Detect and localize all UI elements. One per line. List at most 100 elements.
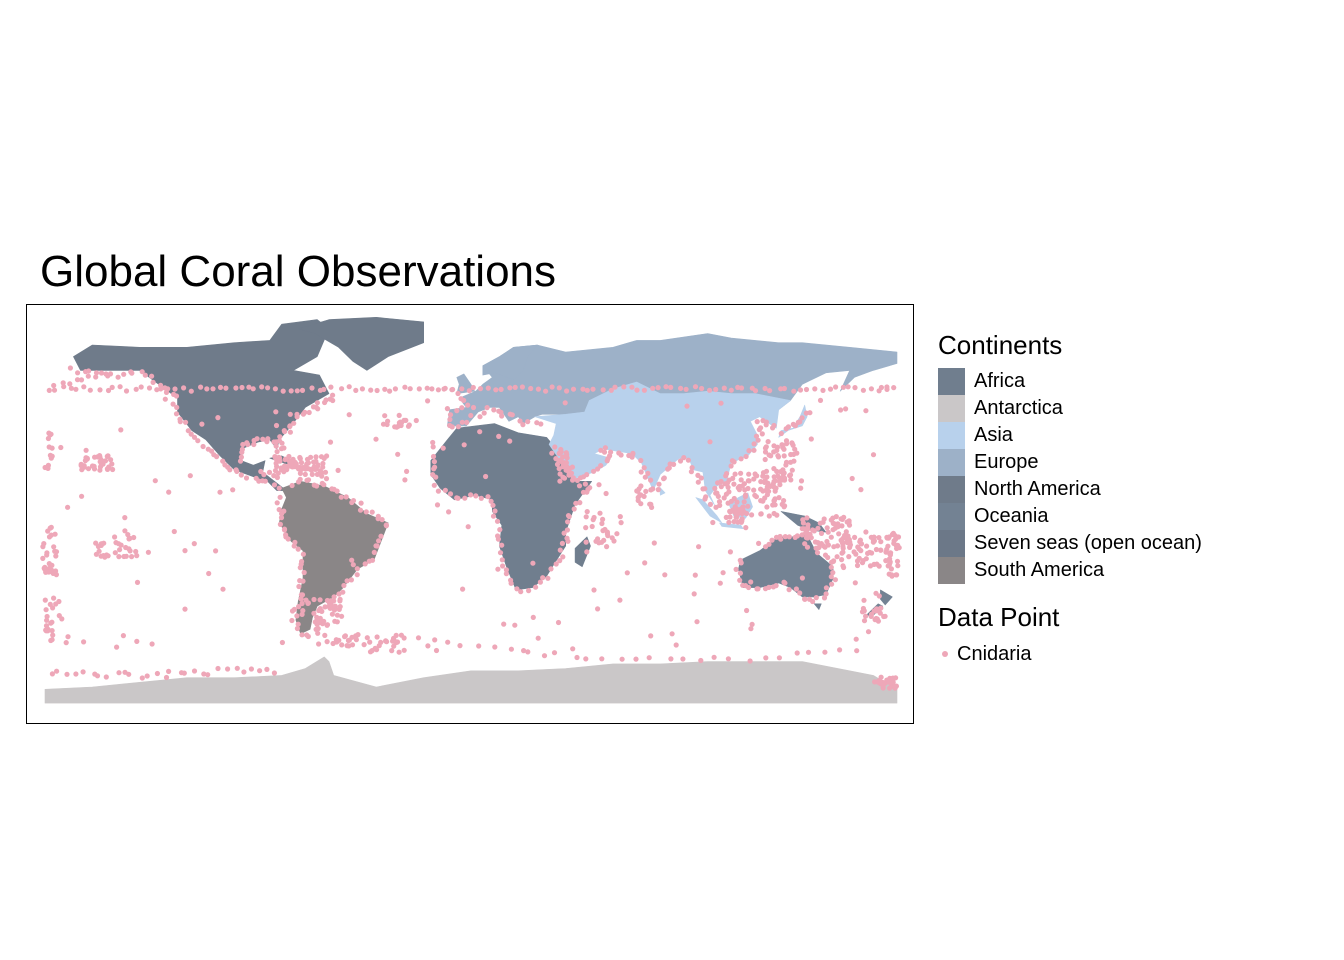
coral-observation-point [120, 633, 126, 639]
continents-legend: Africa Antarctica Asia Europe North America O… [938, 368, 1338, 584]
coral-observation-point [50, 632, 56, 638]
coral-observation-point [774, 512, 780, 518]
coral-observation-point [392, 386, 398, 392]
coral-observation-point [213, 548, 219, 554]
coral-observation-point [205, 672, 211, 678]
coral-observation-point [724, 471, 730, 477]
coral-observation-point [280, 468, 286, 474]
coral-observation-point [430, 444, 436, 450]
coral-observation-point [663, 384, 669, 390]
coral-observation-point [154, 670, 160, 677]
coral-observation-point [792, 534, 798, 540]
coral-observation-point [324, 639, 330, 645]
coral-observation-point [698, 657, 704, 664]
coral-observation-point [134, 553, 140, 559]
coral-observation-point [838, 407, 844, 413]
coral-observation-point [49, 671, 55, 677]
coral-observation-point [117, 384, 123, 390]
coral-observation-point [108, 457, 114, 463]
legend-swatch [938, 503, 965, 530]
coral-observation-point [858, 541, 865, 547]
coral-observation-point [820, 387, 826, 393]
coral-observation-point [692, 572, 698, 578]
coral-observation-point [435, 488, 441, 494]
coral-observation-point [808, 436, 814, 442]
coral-observation-point [849, 475, 855, 482]
coral-observation-point [98, 370, 105, 376]
coral-observation-point [346, 643, 352, 649]
coral-observation-point [315, 626, 321, 632]
coral-observation-point [245, 441, 251, 448]
coral-observation-point [890, 675, 896, 681]
coral-observation-point [782, 580, 788, 586]
coral-observation-point [798, 485, 804, 491]
coral-observation-point [215, 415, 221, 421]
coral-observation-point [98, 457, 104, 463]
coral-observation-point [473, 493, 479, 499]
coral-observation-point [305, 460, 311, 466]
coral-observation-point [773, 534, 780, 540]
coral-observation-point [655, 487, 661, 493]
coral-observation-point [520, 422, 526, 428]
coral-observation-point [797, 387, 804, 393]
coral-observation-point [634, 387, 640, 393]
coral-observation-point [822, 552, 829, 558]
coral-observation-point [462, 495, 468, 501]
coral-observation-point [273, 409, 279, 415]
coral-observation-point [743, 453, 749, 460]
coral-observation-point [691, 591, 697, 597]
coral-observation-point [430, 453, 437, 460]
coral-observation-point [707, 439, 713, 445]
coral-observation-point [846, 554, 852, 560]
coral-observation-point [353, 387, 359, 393]
coral-observation-point [291, 543, 297, 549]
coral-observation-point [220, 586, 226, 592]
coral-observation-point [321, 618, 327, 624]
coral-observation-point [152, 478, 158, 484]
coral-observation-point [289, 482, 295, 489]
coral-observation-point [277, 434, 283, 440]
coral-observation-point [295, 621, 301, 627]
coral-observation-point [394, 424, 400, 430]
coral-observation-point [375, 513, 381, 519]
legend-swatch [938, 395, 965, 422]
coral-observation-point [702, 496, 708, 502]
coral-observation-point [60, 380, 66, 386]
coral-observation-point [556, 466, 562, 472]
coral-observation-point [165, 386, 171, 392]
coral-observation-point [327, 439, 334, 445]
coral-observation-point [771, 484, 777, 490]
coral-observation-point [340, 589, 346, 595]
coral-observation-point [425, 398, 431, 404]
coral-observation-point [354, 572, 360, 578]
coral-observation-point [429, 386, 435, 392]
coral-observation-point [389, 648, 395, 654]
coral-observation-point [441, 386, 447, 392]
coral-observation-point [149, 373, 155, 379]
coral-observation-point [718, 484, 724, 490]
coral-observation-point [305, 600, 311, 606]
legend-label: Seven seas (open ocean) [974, 532, 1202, 554]
coral-observation-point [234, 468, 240, 474]
coral-observation-point [758, 511, 764, 517]
coral-observation-point [94, 673, 101, 679]
legend-swatch [938, 449, 965, 476]
coral-observation-point [619, 656, 625, 662]
coral-observation-point [833, 384, 839, 390]
coral-observation-point [225, 666, 231, 672]
coral-observation-point [48, 637, 54, 644]
coral-observation-point [282, 457, 288, 463]
coral-observation-point [74, 377, 81, 383]
coral-observation-point [133, 386, 139, 392]
coral-observation-point [274, 500, 280, 506]
coral-observation-point [582, 481, 589, 487]
coral-observation-point [763, 468, 770, 474]
coral-observation-point [868, 534, 874, 540]
coral-observation-point [564, 388, 570, 394]
coral-observation-point [477, 414, 483, 420]
coral-observation-point [114, 644, 120, 650]
legend-label: Asia [974, 424, 1013, 446]
coral-observation-point [363, 509, 369, 515]
coral-observation-point [346, 384, 352, 390]
coral-observation-point [138, 384, 144, 390]
